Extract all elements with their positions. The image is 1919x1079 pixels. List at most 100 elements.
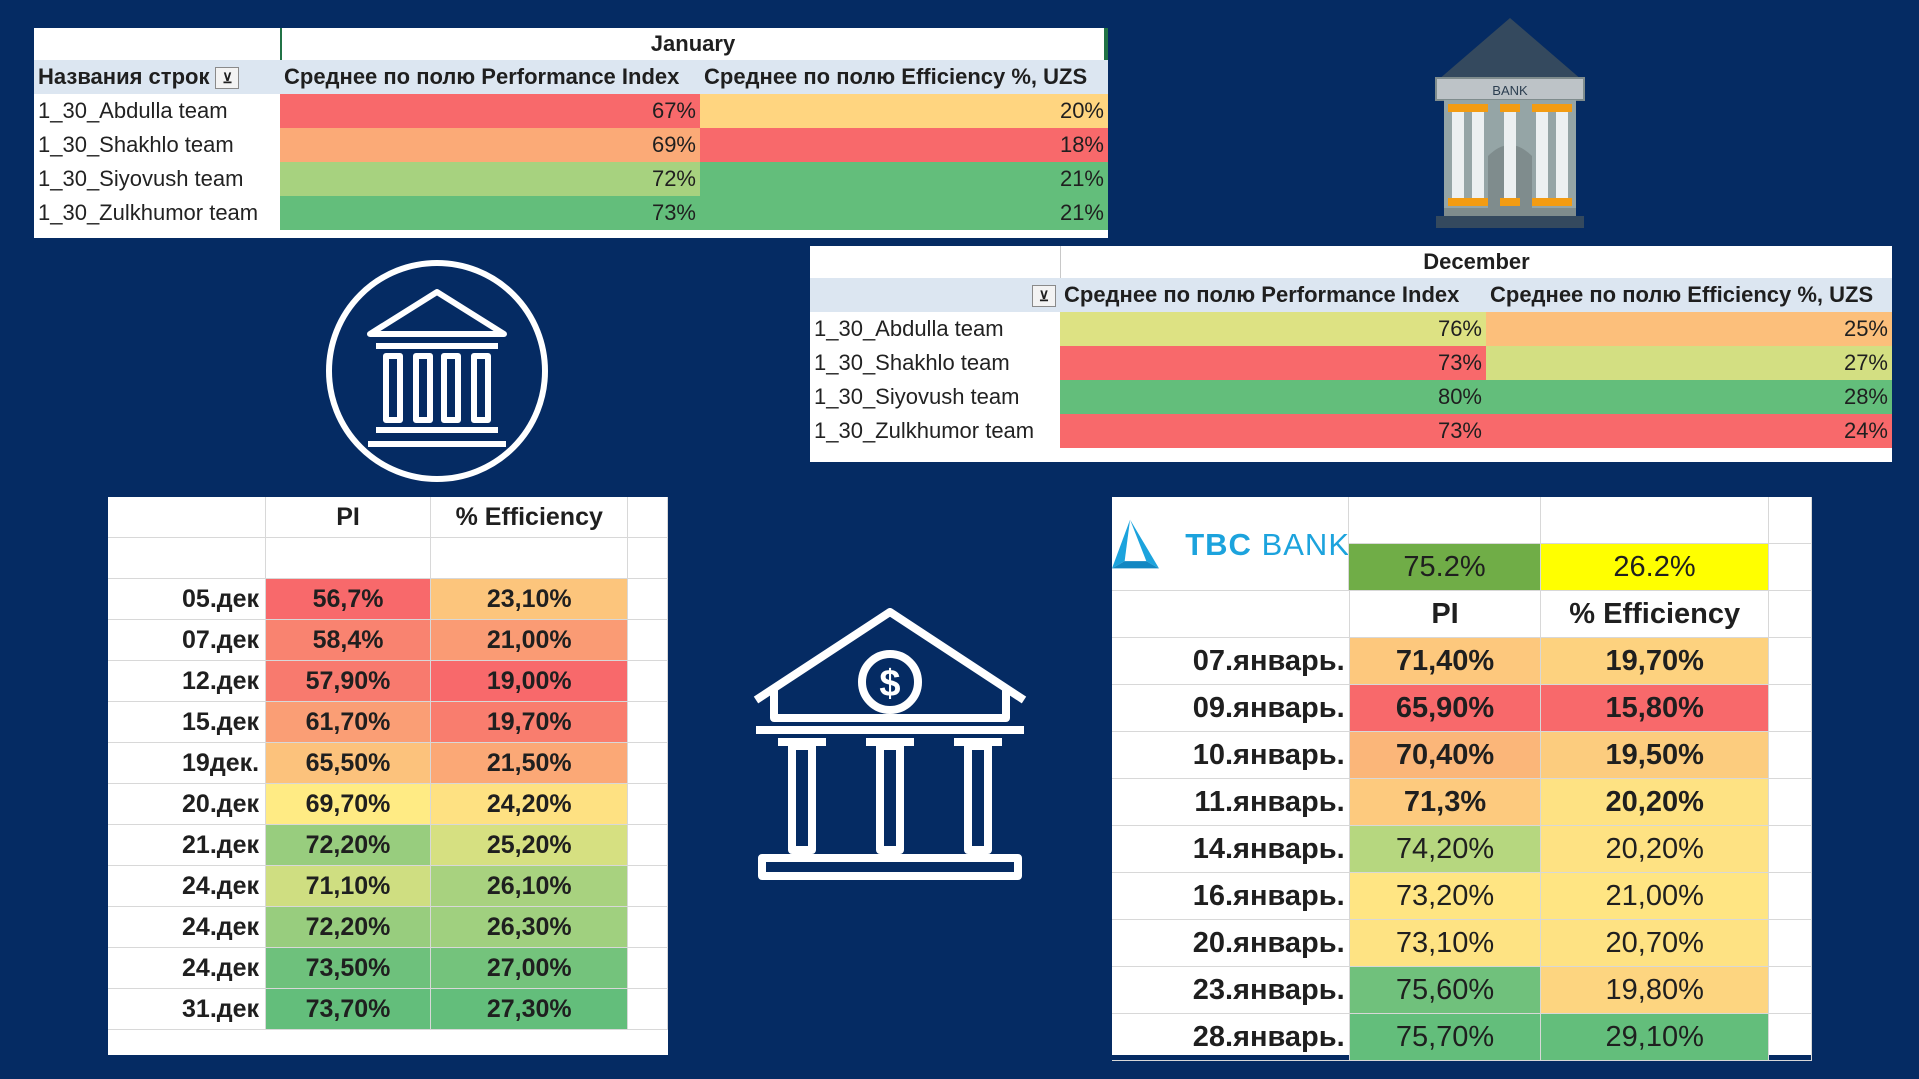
pivot-row: 1_30_Siyovush team 72% 21% [34, 162, 1108, 196]
efficiency-value: 29,10% [1541, 1014, 1770, 1061]
efficiency-value: 15,80% [1541, 685, 1770, 732]
blank-cell [1769, 826, 1812, 873]
date-label: 07.дек [108, 620, 267, 661]
blank-cell [628, 866, 668, 907]
pi-value: 61,70% [266, 702, 431, 743]
date-label: 12.дек [108, 661, 267, 702]
date-label: 28.январь. [1112, 1014, 1350, 1061]
efficiency-value: 19,50% [1541, 732, 1770, 779]
efficiency-value: 25% [1486, 312, 1892, 346]
efficiency-value: 19,00% [430, 661, 629, 702]
blank-cell [1769, 1014, 1812, 1061]
pivot-period-header: January [280, 28, 1108, 60]
december-daily-table: PI % Efficiency 05.дек 56,7% 23,10% 07.дек 5… [108, 497, 668, 1055]
pi-value: 72,20% [266, 907, 431, 948]
pi-value: 80% [1060, 380, 1486, 414]
blank-cell [1769, 638, 1812, 685]
pi-value: 75,60% [1349, 967, 1542, 1014]
pivot-row: 1_30_Siyovush team 80% 28% [810, 380, 1892, 414]
eff-column-header: % Efficiency [430, 497, 629, 538]
pi-value: 73% [1060, 414, 1486, 448]
pi-value: 65,90% [1349, 685, 1542, 732]
pi-value: 73% [280, 196, 700, 230]
pi-column-header: Среднее по полю Performance Index [280, 60, 700, 94]
daily-row: 16.январь. 73,20% 21,00% [1112, 873, 1812, 920]
bank-circle-icon [326, 260, 548, 482]
daily-row: 14.январь. 74,20% 20,20% [1112, 826, 1812, 873]
blank-cell [628, 538, 668, 579]
december-pivot-table: December ⊻ Среднее по полю Performance I… [810, 246, 1892, 462]
pi-value: 76% [1060, 312, 1486, 346]
blank-cell [628, 702, 668, 743]
blank-cell [1112, 591, 1350, 638]
pi-column-header: PI [1349, 591, 1542, 638]
daily-row: 15.дек 61,70% 19,70% [108, 702, 668, 743]
bank-dollar-icon: $ [753, 608, 1027, 880]
team-label: 1_30_Abdulla team [34, 94, 280, 128]
efficiency-value: 25,20% [430, 825, 629, 866]
pivot-row: 1_30_Shakhlo team 73% 27% [810, 346, 1892, 380]
date-label: 20.январь. [1112, 920, 1350, 967]
daily-row: 21.дек 72,20% 25,20% [108, 825, 668, 866]
pi-value: 73,50% [266, 948, 431, 989]
eff-column-header: Среднее по полю Efficiency %, UZS [1486, 278, 1892, 312]
efficiency-value: 19,70% [1541, 638, 1770, 685]
efficiency-value: 19,70% [430, 702, 629, 743]
date-label: 11.январь. [1112, 779, 1350, 826]
efficiency-value: 26,30% [430, 907, 629, 948]
blank-cell [628, 620, 668, 661]
daily-row: 12.дек 57,90% 19,00% [108, 661, 668, 702]
pi-value: 73,20% [1349, 873, 1542, 920]
blank-cell [1769, 967, 1812, 1014]
date-label: 24.дек [108, 948, 267, 989]
filter-icon[interactable]: ⊻ [1032, 285, 1056, 308]
date-label: 21.дек [108, 825, 267, 866]
pivot-corner [810, 246, 1060, 278]
date-label: 16.январь. [1112, 873, 1350, 920]
efficiency-value: 21% [700, 162, 1108, 196]
blank-cell [1769, 779, 1812, 826]
daily-row: 20.январь. 73,10% 20,70% [1112, 920, 1812, 967]
date-label: 05.дек [108, 579, 267, 620]
date-label: 14.январь. [1112, 826, 1350, 873]
blank-cell [1769, 544, 1812, 591]
team-label: 1_30_Siyovush team [34, 162, 280, 196]
blank-cell [628, 825, 668, 866]
pi-column-header: Среднее по полю Performance Index [1060, 278, 1486, 312]
blank-cell [1769, 591, 1812, 638]
pi-value: 69,70% [266, 784, 431, 825]
efficiency-value: 27,30% [430, 989, 629, 1030]
pi-value: 73,10% [1349, 920, 1542, 967]
tbc-triangle-icon [1112, 519, 1159, 569]
efficiency-value: 28% [1486, 380, 1892, 414]
date-label: 15.дек [108, 702, 267, 743]
january-pivot-table: January Названия строк ⊻ Среднее по полю … [34, 28, 1108, 238]
pivot-row: 1_30_Abdulla team 67% 20% [34, 94, 1108, 128]
date-label: 10.январь. [1112, 732, 1350, 779]
filter-icon[interactable]: ⊻ [215, 67, 240, 90]
date-label: 19дек. [108, 743, 267, 784]
pi-value: 65,50% [266, 743, 431, 784]
date-label: 07.январь. [1112, 638, 1350, 685]
pi-value: 67% [280, 94, 700, 128]
pi-value: 71,40% [1349, 638, 1542, 685]
efficiency-value: 24,20% [430, 784, 629, 825]
team-label: 1_30_Shakhlo team [810, 346, 1060, 380]
pi-value: 72,20% [266, 825, 431, 866]
date-label: 23.январь. [1112, 967, 1350, 1014]
team-label: 1_30_Zulkhumor team [34, 196, 280, 230]
blank-cell [1541, 497, 1769, 544]
efficiency-value: 20% [700, 94, 1108, 128]
efficiency-value: 21,00% [430, 620, 629, 661]
daily-row: 05.дек 56,7% 23,10% [108, 579, 668, 620]
efficiency-value: 20,20% [1541, 826, 1770, 873]
date-label: 31.дек [108, 989, 267, 1030]
pi-value: 72% [280, 162, 700, 196]
blank-cell [430, 538, 629, 579]
blank-cell [628, 948, 668, 989]
blank-cell [108, 538, 267, 579]
date-label: 24.дек [108, 907, 267, 948]
blank-cell [628, 989, 668, 1030]
efficiency-value: 23,10% [430, 579, 629, 620]
tbc-logo-text: TBC BANK [1185, 526, 1349, 562]
